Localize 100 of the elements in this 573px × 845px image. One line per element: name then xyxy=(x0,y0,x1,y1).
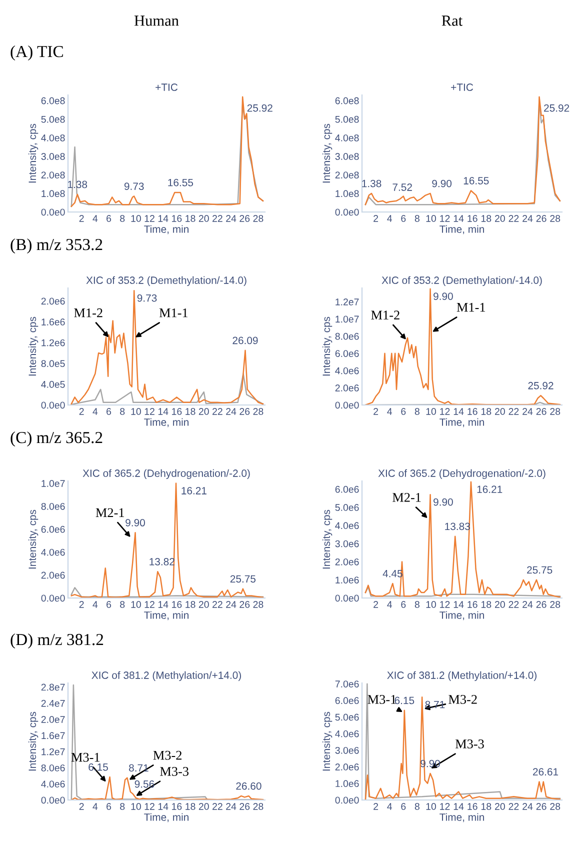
annotation: M3-3 xyxy=(160,767,189,776)
y-tick-label: 4.0e6 xyxy=(41,548,65,556)
annotation: M3-3 xyxy=(455,740,484,748)
y-tick-label: 2.0e7 xyxy=(41,716,65,723)
y-tick-label: 2.8e7 xyxy=(41,684,65,691)
x-tick-label: 20 xyxy=(198,601,209,608)
x-tick-label: 20 xyxy=(495,601,505,608)
x-tick-label: 4 xyxy=(387,803,392,810)
y-tick-label: 3.0e8 xyxy=(41,153,65,160)
chart-title: XIC of 381.2 (Methylation/+14.0) xyxy=(387,671,536,681)
x-tick-label: 4 xyxy=(387,601,392,608)
x-tick-label: 20 xyxy=(198,408,209,415)
x-tick-label: 18 xyxy=(481,408,492,415)
x-tick-label: 22 xyxy=(508,215,519,222)
x-tick-label: 16 xyxy=(172,803,182,810)
y-axis-title: Intensity, cps xyxy=(322,712,332,771)
x-tick-label: 26 xyxy=(240,215,250,222)
y-tick-label: 2.4e7 xyxy=(41,700,65,707)
annotation: 26.61 xyxy=(533,768,558,776)
x-tick-label: 16 xyxy=(468,601,478,608)
x-tick-label: 22 xyxy=(508,601,519,608)
y-tick-label: 1.6e6 xyxy=(42,318,65,326)
x-axis-title: Time, min xyxy=(144,611,188,620)
y-tick-label: 2.0e6 xyxy=(41,298,65,305)
y-tick-label: 4.0e8 xyxy=(41,134,65,142)
annotation: 16.21 xyxy=(477,486,502,494)
y-tick-label: 6.0e6 xyxy=(335,486,359,493)
y-tick-label: 1.0e8 xyxy=(42,190,65,198)
y-tick-label: 0.0e0 xyxy=(335,594,359,602)
annotation: 25.75 xyxy=(527,566,552,574)
y-tick-label: 1.2e7 xyxy=(42,748,65,756)
x-tick-label: 24 xyxy=(522,803,533,810)
x-tick-label: 20 xyxy=(495,215,505,222)
x-tick-label: 6 xyxy=(106,803,112,810)
x-tick-label: 24 xyxy=(226,215,236,222)
x-axis-title: Time, min xyxy=(440,813,484,822)
text: (B) m/z 353.2 xyxy=(10,238,102,254)
y-tick-label: 4.0e6 xyxy=(335,730,359,738)
x-tick-label: 6 xyxy=(106,601,112,608)
annotation: 9.90 xyxy=(126,519,145,526)
x-tick-label: 18 xyxy=(186,408,196,415)
chart-title: XIC of 365.2 (Dehydrogenation/-2.0) xyxy=(82,469,250,479)
y-tick-label: 2.0e8 xyxy=(335,172,359,178)
x-tick-label: 28 xyxy=(550,803,560,810)
x-tick-label: 6 xyxy=(106,408,112,415)
x-tick-label: 2 xyxy=(79,408,84,415)
x-tick-label: 18 xyxy=(186,601,196,608)
x-tick-label: 24 xyxy=(226,408,236,415)
x-tick-label: 8 xyxy=(414,803,420,810)
x-tick-label: 12 xyxy=(440,408,450,415)
x-tick-label: 2 xyxy=(374,601,378,608)
y-tick-label: 0.0e0 xyxy=(335,402,359,409)
x-tick-label: 12 xyxy=(144,408,154,415)
y-tick-label: 1.2e6 xyxy=(42,339,65,346)
x-tick-label: 24 xyxy=(226,601,236,608)
x-tick-label: 28 xyxy=(253,215,264,222)
x-tick-label: 8 xyxy=(120,601,125,608)
y-axis-title: Intensity, cps xyxy=(322,124,332,183)
x-tick-label: 22 xyxy=(508,408,519,415)
x-tick-label: 16 xyxy=(172,601,182,608)
x-tick-label: 26 xyxy=(240,601,250,608)
annotation: 16.55 xyxy=(464,177,489,184)
annotation: M1-1 xyxy=(456,302,486,312)
x-tick-label: 8 xyxy=(414,408,420,415)
y-tick-label: 4.0e5 xyxy=(41,380,65,388)
y-tick-label: 1.0e6 xyxy=(336,780,359,788)
y-tick-label: 0.0e0 xyxy=(41,796,65,804)
x-tick-label: 10 xyxy=(131,215,141,222)
x-tick-label: 10 xyxy=(426,601,436,608)
annotation: 9.73 xyxy=(137,294,157,302)
annotation: M3-2 xyxy=(153,750,182,760)
chart-title: +TIC xyxy=(156,84,178,91)
x-axis-title: Time, min xyxy=(144,418,188,428)
text: Rat xyxy=(442,16,463,26)
y-tick-label: 1.0e8 xyxy=(336,190,359,198)
chart-title: +TIC xyxy=(451,84,474,91)
x-axis-title: Time, min xyxy=(144,225,188,234)
x-tick-label: 22 xyxy=(212,803,222,810)
y-tick-label: 1.0e7 xyxy=(336,316,359,323)
x-tick-label: 26 xyxy=(240,408,250,415)
annotation: 25.92 xyxy=(544,104,570,112)
y-tick-label: 3.0e6 xyxy=(335,746,359,754)
y-tick-label: 2.0e6 xyxy=(335,558,359,566)
y-tick-label: 8.0e6 xyxy=(41,502,65,510)
y-tick-label: 7.0e6 xyxy=(335,680,359,688)
x-tick-label: 22 xyxy=(212,408,222,415)
y-tick-label: 6.0e6 xyxy=(335,350,359,357)
y-tick-label: 8.0e6 xyxy=(41,764,65,772)
annotation: 9.90 xyxy=(432,180,452,188)
y-tick-label: 6.0e6 xyxy=(335,697,359,704)
x-tick-label: 14 xyxy=(158,601,168,608)
annotation: 25.75 xyxy=(230,575,256,583)
annotation: 1.38 xyxy=(68,180,88,188)
y-tick-label: 6.0e8 xyxy=(335,97,359,104)
annotation: 16.55 xyxy=(168,178,194,186)
x-tick-label: 12 xyxy=(144,215,154,222)
x-tick-label: 20 xyxy=(495,803,505,810)
x-tick-label: 16 xyxy=(172,215,182,222)
x-tick-label: 6 xyxy=(401,215,406,222)
x-tick-label: 14 xyxy=(158,215,168,222)
